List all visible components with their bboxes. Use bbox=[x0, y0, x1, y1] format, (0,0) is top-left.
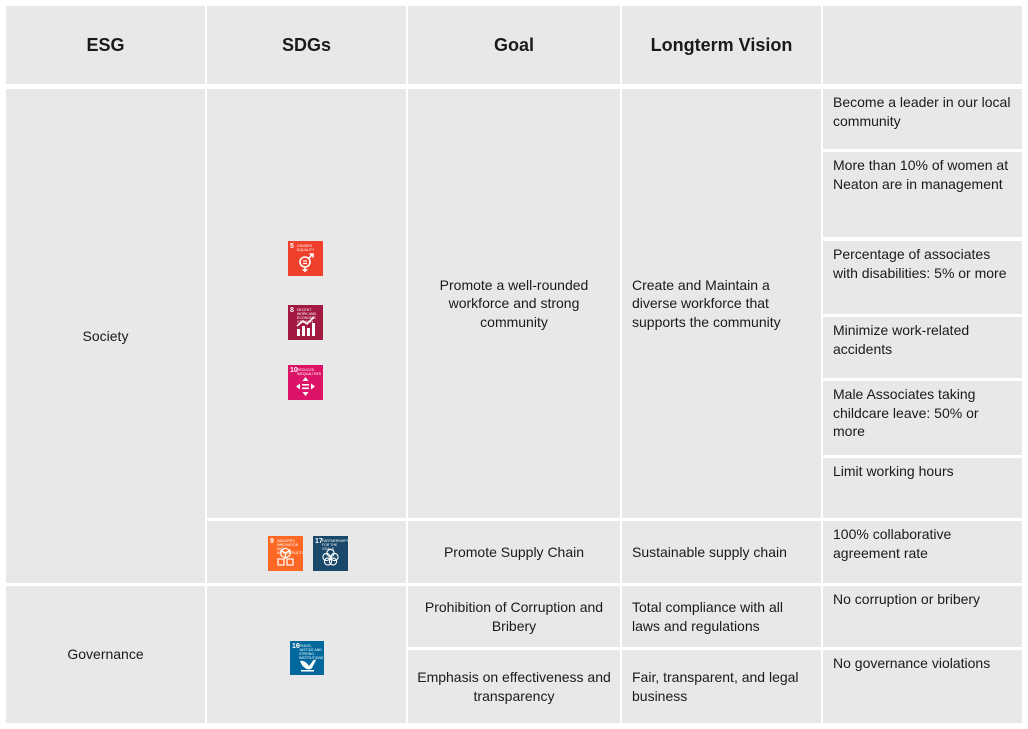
sdg-16-text: Peace, Justice and Strong Institutions bbox=[299, 644, 324, 660]
cubes-icon bbox=[277, 547, 294, 566]
sdg-8-economic-growth-icon: 8 Decent Work and Economic Growth bbox=[288, 305, 323, 340]
vision-society-workforce: Create and Maintain a diverse workforce … bbox=[622, 89, 821, 518]
target-society-0: Become a leader in our local community bbox=[823, 89, 1022, 149]
header-sdgs-label: SDGs bbox=[281, 34, 332, 55]
goal-governance-transparency-text: Emphasis on effectiveness and transparen… bbox=[417, 669, 611, 704]
target-governance-corruption-text: No corruption or bribery bbox=[833, 591, 981, 607]
target-society-4: Male Associates taking childcare leave: … bbox=[823, 381, 1022, 455]
target-society-3-text: Minimize work-related accidents bbox=[833, 322, 970, 357]
dove-gavel-icon bbox=[300, 659, 316, 672]
goal-governance-transparency: Emphasis on effectiveness and transparen… bbox=[408, 650, 620, 723]
target-supply-chain-text: 100% collaborative agreement rate bbox=[833, 526, 952, 561]
header-goal-label: Goal bbox=[493, 34, 534, 55]
header-vision-label: Longterm Vision bbox=[650, 34, 793, 55]
vision-governance-compliance-text: Total compliance with all laws and regul… bbox=[632, 599, 783, 634]
vision-supply-chain: Sustainable supply chain bbox=[622, 521, 821, 583]
target-society-1-text: More than 10% of women at Neaton are in … bbox=[833, 157, 1009, 192]
sdg-10-text: Reduced Inequalities bbox=[297, 368, 322, 376]
target-society-5: Limit working hours bbox=[823, 458, 1022, 518]
target-supply-chain: 100% collaborative agreement rate bbox=[823, 521, 1022, 583]
sdg-5-gender-equality-icon: 5 Gender Equality bbox=[288, 241, 323, 276]
goal-supply-chain-text: Promote Supply Chain bbox=[443, 543, 585, 560]
target-society-4-text: Male Associates taking childcare leave: … bbox=[833, 386, 979, 439]
esg-society-cell: Society bbox=[6, 89, 205, 583]
header-targets bbox=[823, 6, 1022, 84]
sdgs-supply-chain-cell: 9 Industry, Innovation and Infrastructur… bbox=[207, 521, 406, 583]
sdg-16-peace-justice-icon: 16 Peace, Justice and Strong Institution… bbox=[290, 641, 324, 675]
target-governance-violations-text: No governance violations bbox=[833, 655, 991, 671]
sdg-17-number: 17 bbox=[315, 538, 323, 545]
sdg-8-number: 8 bbox=[290, 307, 294, 314]
goal-governance-corruption-text: Prohibition of Corruption and Bribery bbox=[424, 599, 604, 634]
target-society-5-text: Limit working hours bbox=[833, 463, 954, 479]
partnership-rings-icon bbox=[322, 548, 339, 566]
target-society-2-text: Percentage of associates with disabiliti… bbox=[833, 246, 1007, 281]
sdg-5-text: Gender Equality bbox=[297, 244, 315, 252]
esg-governance-cell: Governance bbox=[6, 586, 205, 723]
goal-society-workforce: Promote a well-rounded workforce and str… bbox=[408, 89, 620, 518]
gender-symbol-icon bbox=[299, 253, 314, 272]
vision-supply-chain-text: Sustainable supply chain bbox=[632, 543, 787, 560]
header-vision: Longterm Vision bbox=[622, 6, 821, 84]
vision-governance-fair-business: Fair, transparent, and legal business bbox=[622, 650, 821, 723]
esg-governance-label: Governance bbox=[67, 646, 144, 663]
sdg-9-industry-innovation-icon: 9 Industry, Innovation and Infrastructur… bbox=[268, 536, 303, 571]
goal-society-workforce-text: Promote a well-rounded workforce and str… bbox=[439, 276, 589, 330]
target-society-3: Minimize work-related accidents bbox=[823, 317, 1022, 378]
goal-supply-chain: Promote Supply Chain bbox=[408, 521, 620, 583]
header-esg: ESG bbox=[6, 6, 205, 84]
vision-governance-fair-business-text: Fair, transparent, and legal business bbox=[632, 669, 799, 704]
target-society-1: More than 10% of women at Neaton are in … bbox=[823, 152, 1022, 237]
vision-governance-compliance: Total compliance with all laws and regul… bbox=[622, 586, 821, 647]
sdgs-governance-cell: 16 Peace, Justice and Strong Institution… bbox=[207, 586, 406, 723]
target-governance-violations: No governance violations bbox=[823, 650, 1022, 723]
sdg-17-partnerships-icon: 17 Partnerships for the Goals bbox=[313, 536, 348, 571]
header-goal: Goal bbox=[408, 6, 620, 84]
header-esg-label: ESG bbox=[86, 34, 125, 55]
target-society-2: Percentage of associates with disabiliti… bbox=[823, 241, 1022, 314]
vision-society-workforce-text: Create and Maintain a diverse workforce … bbox=[632, 276, 781, 330]
target-society-0-text: Become a leader in our local community bbox=[833, 94, 1011, 129]
sdg-17-text: Partnerships for the Goals bbox=[322, 539, 348, 551]
sdg-9-number: 9 bbox=[270, 538, 274, 545]
sdg-5-number: 5 bbox=[290, 243, 294, 250]
sdg-16-number: 16 bbox=[292, 643, 300, 650]
esg-society-label: Society bbox=[82, 327, 129, 344]
sdgs-society-cell: 5 Gender Equality 8 Decent Work and Econ… bbox=[207, 89, 406, 518]
target-governance-corruption: No corruption or bribery bbox=[823, 586, 1022, 647]
goal-governance-corruption: Prohibition of Corruption and Bribery bbox=[408, 586, 620, 647]
growth-chart-icon bbox=[296, 316, 315, 336]
sdg-10-reduced-inequalities-icon: 10 Reduced Inequalities bbox=[288, 365, 323, 400]
equality-arrows-icon bbox=[296, 377, 315, 396]
header-sdgs: SDGs bbox=[207, 6, 406, 84]
sdg-10-number: 10 bbox=[290, 367, 298, 374]
